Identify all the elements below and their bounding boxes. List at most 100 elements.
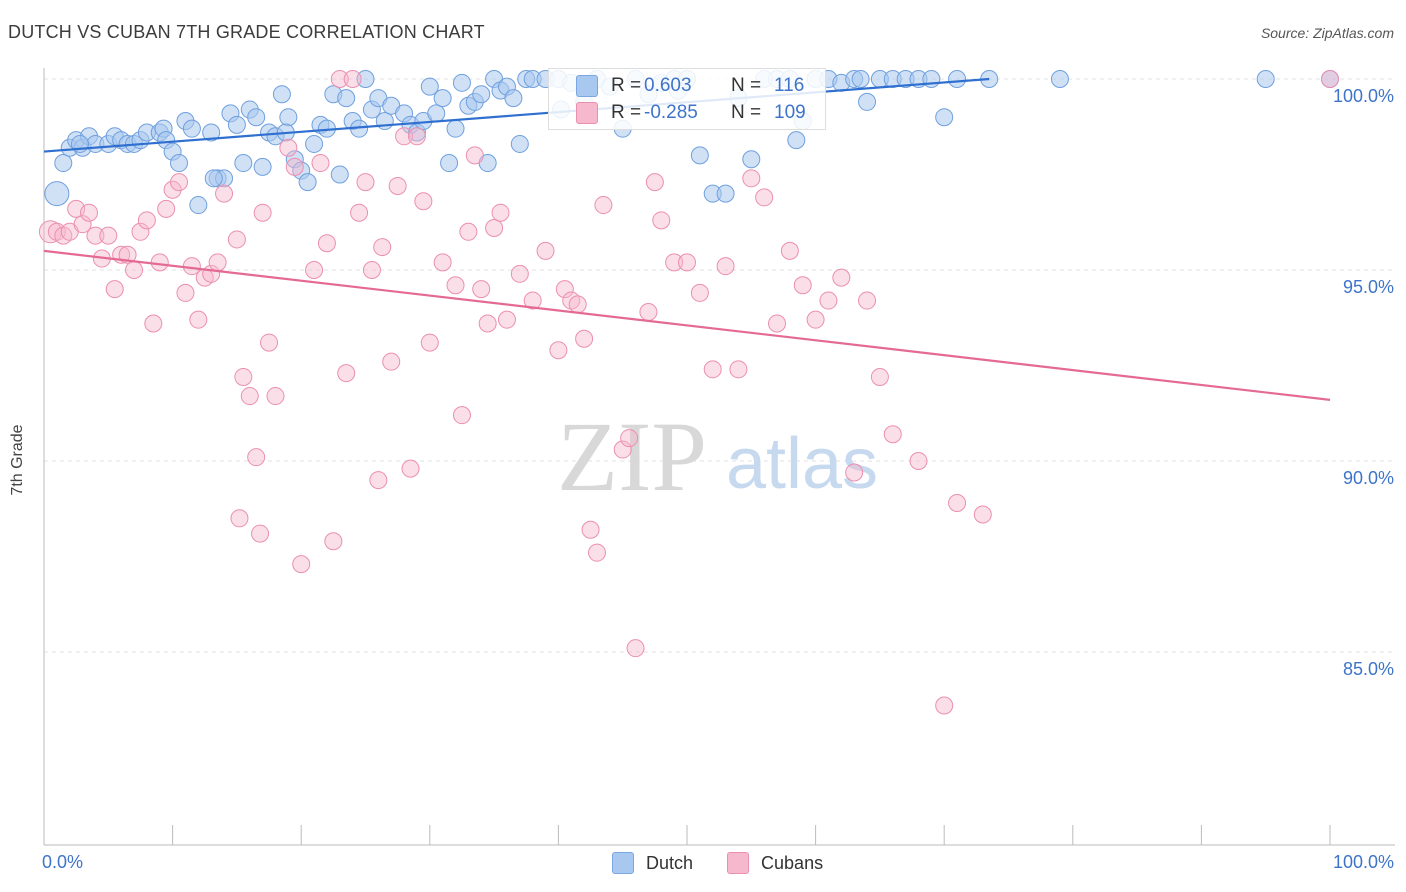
dutch-point: [272, 85, 291, 104]
cubans-point: [373, 238, 392, 257]
cubans-point: [227, 230, 246, 249]
cubans-point: [536, 241, 555, 260]
cubans-point: [414, 192, 433, 211]
cubans-point: [131, 222, 150, 241]
cubans-r-value: -0.285: [644, 102, 698, 123]
dutch-point: [427, 104, 446, 123]
cubans-point: [80, 203, 99, 222]
cubans-point: [251, 524, 270, 543]
cubans-point: [305, 261, 324, 279]
dutch-swatch: [576, 75, 598, 97]
cubans-point: [118, 245, 137, 264]
cubans-point: [594, 196, 613, 215]
dutch-point: [504, 89, 523, 108]
cubans-point: [362, 261, 381, 279]
series-legend: Dutch Cubans: [612, 852, 857, 874]
cubans-point: [459, 222, 478, 241]
legend-item-dutch[interactable]: Dutch: [612, 852, 693, 874]
dutch-point: [298, 173, 317, 192]
cubans-point: [125, 261, 144, 279]
legend-cubans-swatch: [727, 852, 750, 874]
legend-dutch-swatch: [612, 852, 634, 874]
dutch-point: [472, 85, 491, 104]
cubans-point: [626, 639, 645, 658]
dutch-point: [1256, 70, 1275, 88]
dutch-point: [510, 134, 529, 153]
cubans-point: [613, 440, 632, 459]
cubans-point: [690, 283, 709, 302]
cubans-r-label: R =: [611, 102, 642, 123]
cubans-point: [446, 276, 465, 295]
cubans-point: [452, 406, 471, 425]
dutch-point: [182, 119, 201, 138]
dutch-point: [787, 131, 806, 150]
cubans-point: [369, 471, 388, 490]
cubans-point: [170, 173, 189, 192]
cubans-point: [356, 173, 375, 192]
watermark: ZIP atlas: [557, 401, 878, 512]
cubans-point: [948, 494, 967, 513]
cubans-point: [350, 203, 369, 222]
cubans-point: [401, 459, 420, 478]
dutch-trend-line: [43, 77, 990, 153]
cubans-point: [575, 329, 594, 348]
chart-title: DUTCH VS CUBAN 7TH GRADE CORRELATION CHA…: [8, 22, 485, 42]
cubans-point: [703, 360, 722, 379]
cubans-point: [491, 203, 510, 222]
cubans-point: [581, 520, 600, 539]
cubans-point: [620, 429, 639, 448]
dutch-point: [433, 89, 452, 108]
cubans-point: [317, 234, 336, 253]
dutch-point: [935, 108, 954, 127]
series-cubans: [38, 70, 1339, 715]
cubans-point: [215, 184, 234, 203]
cubans-point: [208, 253, 227, 272]
legend-dutch-label: Dutch: [646, 852, 694, 873]
cubans-point: [870, 367, 889, 386]
axes: [43, 68, 1395, 846]
cubans-point: [253, 203, 272, 222]
cubans-point: [665, 253, 684, 272]
cubans-point: [247, 448, 266, 467]
dutch-point: [227, 115, 246, 134]
cubans-point: [472, 280, 491, 299]
cubans-point: [433, 253, 452, 272]
dutch-point: [1050, 70, 1069, 88]
dutch-point: [337, 89, 356, 108]
dutch-point: [189, 196, 208, 215]
dutch-point: [202, 123, 221, 142]
cubans-point: [99, 226, 118, 245]
cubans-point: [382, 352, 401, 371]
cubans-point: [266, 387, 285, 406]
cubans-point: [478, 314, 497, 333]
cubans-point: [324, 532, 343, 551]
dutch-point: [742, 150, 761, 169]
cubans-swatch: [576, 102, 598, 124]
dutch-point: [330, 165, 349, 184]
dutch-point: [420, 77, 439, 96]
y-tick-label-90: 90.0%: [1342, 468, 1394, 488]
cubans-point: [343, 70, 362, 88]
cubans-point: [883, 425, 902, 444]
cubans-point: [73, 215, 92, 234]
cubans-point: [1321, 70, 1339, 88]
cubans-point: [497, 310, 516, 329]
source-label: Source: ZipAtlas.com: [1260, 25, 1394, 41]
cubans-point: [157, 199, 176, 218]
legend-cubans-label: Cubans: [761, 852, 824, 873]
cubans-point: [485, 218, 504, 237]
cubans-point: [388, 176, 407, 195]
cubans-point: [742, 169, 761, 188]
cubans-point: [845, 463, 864, 482]
cubans-point: [105, 280, 124, 299]
legend-item-cubans[interactable]: Cubans: [727, 852, 823, 874]
cubans-point: [420, 333, 439, 352]
dutch-point: [234, 154, 253, 173]
dutch-point: [446, 119, 465, 138]
dutch-point: [253, 157, 272, 176]
cubans-point: [652, 211, 671, 230]
cubans-point: [330, 70, 349, 88]
dutch-point: [440, 154, 459, 173]
cubans-point: [86, 226, 105, 245]
